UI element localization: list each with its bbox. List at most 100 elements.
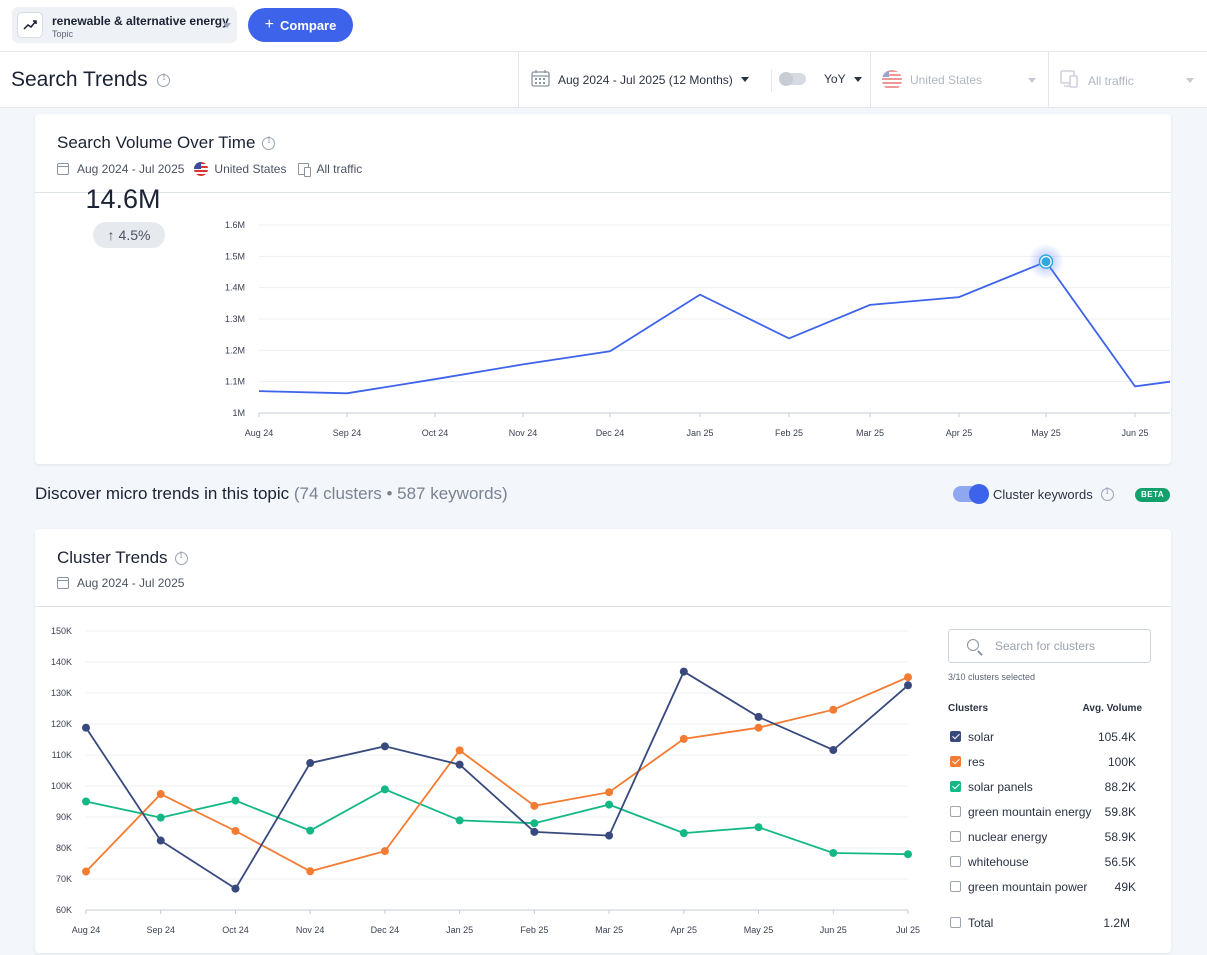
us-flag-icon (194, 162, 209, 176)
header-divider (1048, 52, 1049, 108)
cluster-name: solar (968, 730, 995, 744)
date-range-value: Aug 2024 - Jul 2025 (12 Months) (558, 72, 733, 87)
country-selector[interactable]: United States (882, 70, 1037, 90)
cluster-volume: 100K (1107, 755, 1136, 769)
cluster-name: green mountain power (968, 880, 1088, 894)
cluster-name: res (968, 755, 985, 769)
us-flag-icon (882, 70, 902, 90)
calendar-icon (57, 163, 69, 175)
devices-icon (1060, 70, 1080, 91)
topic-selector[interactable]: renewable & alternative energy Topic (12, 7, 237, 43)
cluster-keywords-label: Cluster keywords (993, 487, 1114, 502)
cluster-name: nuclear energy (968, 830, 1048, 844)
cluster-item[interactable]: green mountain energy 59.8K (948, 804, 1150, 822)
cluster-total-row[interactable]: Total 1.2M (948, 915, 1150, 933)
beta-badge: BETA (1135, 488, 1171, 502)
card-title: Search Volume Over Time (57, 133, 276, 153)
plus-icon: + (264, 16, 274, 33)
checkbox[interactable] (950, 856, 961, 867)
cluster-volume: 49K (1114, 880, 1136, 894)
checkbox[interactable] (950, 917, 961, 928)
cluster-item[interactable]: solar panels 88.2K (948, 779, 1150, 797)
card-title: Cluster Trends (57, 548, 188, 568)
header-divider (518, 52, 519, 108)
compare-button[interactable]: + Compare (248, 8, 353, 42)
cluster-volume: 56.5K (1104, 855, 1136, 869)
topic-type: Topic (52, 29, 74, 39)
date-range-selector[interactable]: Aug 2024 - Jul 2025 (12 Months) (531, 69, 749, 90)
devices-icon (298, 163, 312, 177)
header-divider (771, 70, 772, 92)
total-volume-value: 1.2M (1103, 916, 1130, 930)
cluster-keywords-toggle[interactable] (953, 484, 989, 504)
traffic-selector[interactable]: All traffic (1060, 70, 1194, 91)
checkbox[interactable] (950, 781, 961, 792)
change-badge: ↑ 4.5% (93, 222, 165, 248)
calendar-icon (531, 69, 550, 90)
info-icon[interactable] (157, 73, 171, 87)
cluster-keywords-text: Cluster keywords (993, 487, 1093, 502)
cluster-item[interactable]: solar 105.4K (948, 729, 1150, 747)
cluster-item[interactable]: green mountain power 49K (948, 879, 1150, 897)
card-filters: Aug 2024 - Jul 2025 (57, 576, 184, 590)
total-label: Total (968, 916, 994, 930)
checkbox[interactable] (950, 881, 961, 892)
checkbox[interactable] (950, 731, 961, 742)
micro-trends-title: Discover micro trends in this topic (35, 484, 290, 503)
info-icon[interactable] (174, 551, 188, 565)
checkbox[interactable] (950, 756, 961, 767)
cluster-search-input[interactable]: Search for clusters (948, 629, 1151, 663)
col-clusters: Clusters (948, 703, 989, 714)
filter-date: Aug 2024 - Jul 2025 (77, 162, 185, 176)
info-icon[interactable] (1100, 487, 1114, 501)
page-title-text: Search Trends (11, 68, 148, 91)
topic-name: renewable & alternative energy (52, 14, 229, 28)
page-title: Search Trends (11, 68, 171, 92)
card-filters: Aug 2024 - Jul 2025 United States All tr… (57, 162, 363, 177)
card-divider (35, 606, 1171, 607)
top-bar: renewable & alternative energy Topic + C… (0, 0, 1207, 52)
cluster-item[interactable]: res 100K (948, 754, 1150, 772)
chevron-down-icon (1028, 77, 1037, 83)
cluster-name: whitehouse (968, 855, 1029, 869)
header-divider (870, 52, 871, 108)
checkbox[interactable] (950, 831, 961, 842)
cluster-list-header: Clusters Avg. Volume (948, 703, 1148, 714)
cluster-volume: 105.4K (1097, 730, 1136, 744)
comparison-toggle[interactable] (779, 72, 806, 86)
cluster-trends-card: Cluster Trends Aug 2024 - Jul 2025 Searc… (35, 529, 1171, 953)
compare-label: Compare (279, 17, 337, 33)
cluster-name: green mountain energy (968, 805, 1092, 819)
search-placeholder: Search for clusters (995, 639, 1096, 653)
cluster-volume: 88.2K (1104, 780, 1136, 794)
card-title-text: Cluster Trends (57, 548, 168, 567)
arrow-up-icon: ↑ (107, 227, 115, 243)
comparison-value: YoY (824, 72, 846, 86)
page-header: Search Trends Aug 2024 - Jul 2025 (12 Mo… (0, 52, 1207, 108)
chevron-down-icon (1185, 78, 1194, 83)
trend-up-icon (17, 12, 43, 38)
cluster-name: solar panels (968, 780, 1033, 794)
chevron-down-icon (223, 23, 231, 28)
calendar-icon (57, 577, 69, 589)
change-value: 4.5% (118, 227, 151, 243)
filter-country: United States (214, 162, 287, 176)
card-divider (35, 192, 1171, 193)
country-value: United States (910, 73, 983, 87)
filter-traffic: All traffic (316, 162, 363, 176)
col-avg-volume: Avg. Volume (1082, 703, 1142, 714)
checkbox[interactable] (950, 806, 961, 817)
cluster-item[interactable]: whitehouse 56.5K (948, 854, 1150, 872)
info-icon[interactable] (262, 136, 276, 150)
cluster-item[interactable]: nuclear energy 58.9K (948, 829, 1150, 847)
selected-count: 3/10 clusters selected (948, 672, 1036, 682)
comparison-selector[interactable]: YoY (824, 72, 862, 86)
micro-trends-meta: (74 clusters • 587 keywords) (293, 484, 508, 503)
chevron-down-icon (740, 77, 749, 82)
cluster-volume: 59.8K (1104, 805, 1136, 819)
search-icon (967, 639, 979, 651)
total-volume: 14.6M (85, 184, 161, 214)
chevron-down-icon (853, 76, 862, 82)
card-title-text: Search Volume Over Time (57, 133, 256, 152)
traffic-value: All traffic (1088, 73, 1134, 88)
